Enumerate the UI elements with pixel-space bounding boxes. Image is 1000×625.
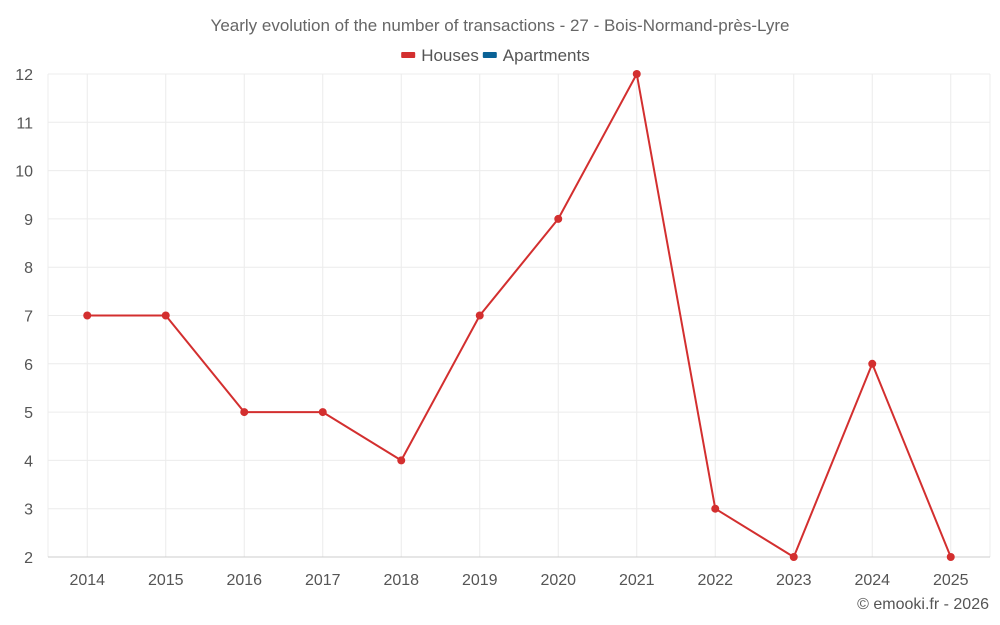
x-tick-label: 2021 bbox=[619, 572, 655, 589]
legend: Houses Apartments bbox=[401, 46, 590, 65]
data-point[interactable] bbox=[711, 504, 720, 513]
axes: 2 3 4 5 6 7 8 9 10 11 12 2014 2015 2016 2017 2018 2019 20… bbox=[15, 67, 990, 589]
y-tick-label: 12 bbox=[15, 67, 33, 84]
data-point[interactable] bbox=[475, 311, 484, 320]
y-tick-label: 6 bbox=[24, 357, 33, 374]
data-point[interactable] bbox=[946, 553, 955, 561]
y-tick-label: 11 bbox=[16, 115, 33, 132]
x-tick-label: 2019 bbox=[462, 572, 498, 589]
chart-title: Yearly evolution of the number of transa… bbox=[211, 16, 790, 35]
data-point[interactable] bbox=[632, 70, 641, 78]
y-tick-label: 9 bbox=[24, 212, 33, 229]
x-tick-label: 2016 bbox=[226, 572, 262, 589]
data-point[interactable] bbox=[161, 311, 170, 320]
x-tick-label: 2015 bbox=[148, 572, 184, 589]
y-tick-label: 8 bbox=[24, 260, 33, 277]
legend-label: Apartments bbox=[503, 46, 590, 65]
grid bbox=[47, 73, 991, 557]
data-point[interactable] bbox=[789, 553, 798, 561]
legend-item-houses[interactable]: Houses bbox=[401, 46, 479, 65]
legend-swatch bbox=[401, 52, 416, 58]
series-line-houses bbox=[87, 73, 952, 558]
data-point[interactable] bbox=[554, 214, 563, 223]
data-point[interactable] bbox=[83, 311, 92, 320]
x-tick-label: 2020 bbox=[540, 572, 576, 589]
series-layer bbox=[83, 70, 955, 561]
x-tick-label: 2017 bbox=[305, 572, 341, 589]
legend-swatch bbox=[482, 52, 497, 58]
x-tick-label: 2024 bbox=[854, 572, 890, 589]
data-point[interactable] bbox=[318, 408, 327, 417]
x-tick-label: 2023 bbox=[776, 572, 812, 589]
data-point[interactable] bbox=[397, 456, 406, 465]
data-point[interactable] bbox=[868, 359, 877, 368]
y-tick-label: 10 bbox=[15, 164, 33, 181]
data-point[interactable] bbox=[240, 408, 249, 417]
x-tick-label: 2025 bbox=[933, 572, 969, 589]
y-tick-label: 3 bbox=[24, 502, 33, 519]
x-tick-label: 2022 bbox=[697, 572, 733, 589]
y-tick-label: 5 bbox=[24, 405, 33, 422]
y-tick-label: 4 bbox=[24, 453, 33, 470]
y-tick-label: 7 bbox=[24, 309, 33, 326]
y-tick-label: 2 bbox=[24, 550, 33, 567]
x-tick-label: 2018 bbox=[383, 572, 419, 589]
credit-text: © emooki.fr - 2026 bbox=[857, 596, 989, 613]
legend-item-apartments[interactable]: Apartments bbox=[482, 46, 590, 65]
legend-label: Houses bbox=[421, 46, 479, 65]
x-tick-label: 2014 bbox=[69, 572, 105, 589]
